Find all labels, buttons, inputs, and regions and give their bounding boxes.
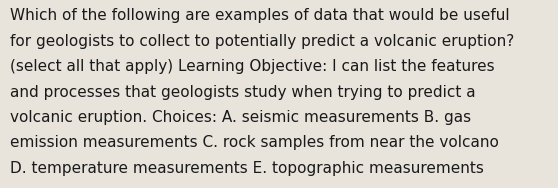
Text: volcanic eruption. Choices: A. seismic measurements B. gas: volcanic eruption. Choices: A. seismic m… <box>10 110 471 125</box>
Text: Which of the following are examples of data that would be useful: Which of the following are examples of d… <box>10 8 509 24</box>
Text: D. temperature measurements E. topographic measurements: D. temperature measurements E. topograph… <box>10 161 484 176</box>
Text: emission measurements C. rock samples from near the volcano: emission measurements C. rock samples fr… <box>10 135 499 150</box>
Text: for geologists to collect to potentially predict a volcanic eruption?: for geologists to collect to potentially… <box>10 34 514 49</box>
Text: (select all that apply) Learning Objective: I can list the features: (select all that apply) Learning Objecti… <box>10 59 495 74</box>
Text: and processes that geologists study when trying to predict a: and processes that geologists study when… <box>10 85 475 100</box>
